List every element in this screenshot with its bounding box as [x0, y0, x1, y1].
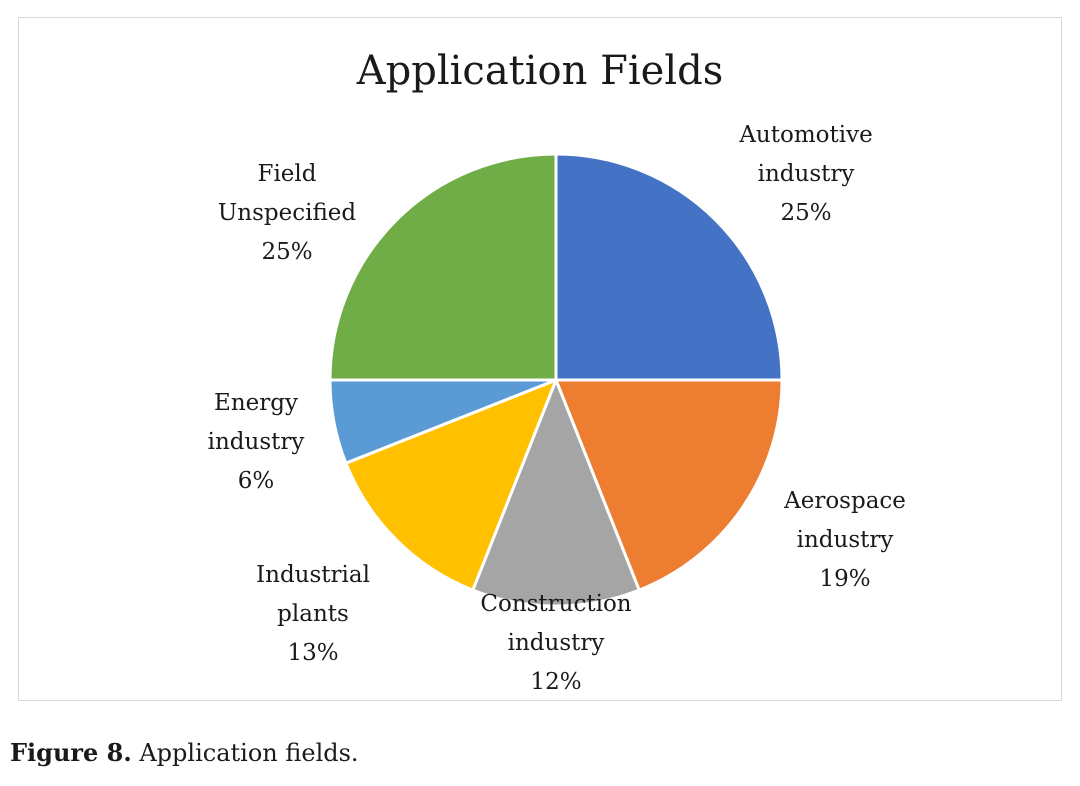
slice-label-line: Industrial	[256, 562, 370, 588]
figure-caption-label: Figure 8.	[10, 738, 132, 767]
slice-label-industrial-plants: Industrial plants 13%	[256, 556, 370, 673]
slice-label-line: plants	[277, 601, 349, 627]
pie-slice-aerospace-industry	[554, 378, 784, 592]
slice-label-percent: 12%	[530, 669, 582, 695]
slice-label-percent: 25%	[780, 200, 832, 226]
pie-slice-industrial-plants	[344, 378, 558, 592]
slice-label-line: Field	[257, 161, 317, 187]
slice-label-line: Energy	[214, 390, 298, 416]
figure-caption: Figure 8. Application fields.	[10, 738, 359, 767]
slice-label-energy: Energy industry 6%	[208, 384, 305, 501]
slice-label-field-unspecified: Field Unspecified 25%	[218, 155, 356, 272]
slice-label-line: industry	[207, 429, 305, 455]
slice-label-automotive: Automotive industry 25%	[739, 116, 872, 233]
slice-label-line: industry	[507, 630, 605, 656]
slice-label-construction: Construction industry 12%	[480, 585, 631, 702]
slice-label-line: industry	[796, 527, 894, 553]
slice-label-percent: 19%	[819, 566, 871, 592]
slice-label-percent: 13%	[287, 640, 339, 666]
chart-area	[18, 17, 1062, 701]
slice-label-percent: 6%	[237, 468, 275, 494]
slice-label-line: Automotive	[739, 122, 873, 148]
slice-label-line: Unspecified	[217, 200, 357, 226]
slice-label-percent: 25%	[261, 239, 313, 265]
slice-label-aerospace: Aerospace industry 19%	[784, 482, 906, 599]
slice-label-line: Construction	[480, 591, 632, 617]
chart-title: Application Fields	[356, 48, 724, 94]
figure-caption-text: Application fields.	[131, 739, 359, 767]
pie-slice-construction-industry	[471, 378, 641, 608]
slice-label-line: Aerospace	[784, 488, 906, 514]
pie-slice-field-unspecified	[328, 152, 558, 382]
pie-slice-automotive-industry	[554, 152, 784, 382]
slice-label-line: industry	[757, 161, 855, 187]
